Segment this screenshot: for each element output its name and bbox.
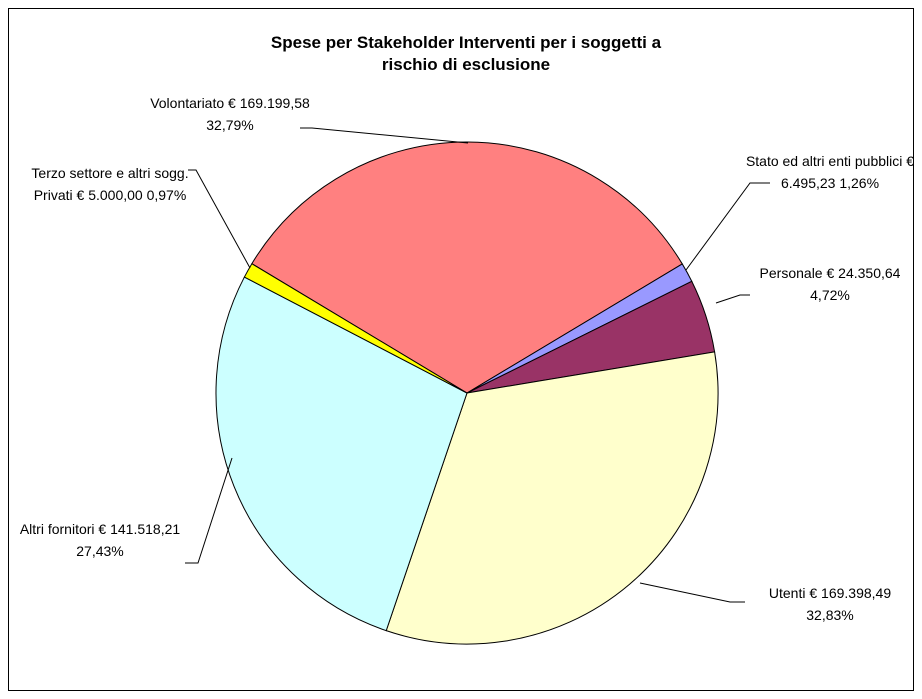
category-name: Terzo settore e altri sogg. Privati [31, 165, 189, 203]
category-name: Volontariato [150, 95, 225, 111]
data-label: Terzo settore e altri sogg. Privati € 5.… [15, 162, 205, 206]
leader-line [188, 169, 251, 269]
pie-slice [251, 141, 683, 394]
value-label: € 24.350,64 4,72% [810, 265, 901, 303]
value-label: € 5.000,00 0,97% [76, 187, 187, 203]
leader-line [300, 127, 469, 144]
category-name: Personale [759, 265, 823, 281]
leader-line [639, 582, 745, 603]
value-label: € 141.518,21 27,43% [76, 521, 181, 559]
category-name: Altri fornitori [19, 521, 95, 537]
chart-title: Spese per Stakeholder Interventi per i s… [270, 33, 662, 74]
leader-line [715, 294, 750, 304]
pie-slice [385, 351, 719, 645]
data-label: Utenti € 169.398,49 32,83% [745, 582, 915, 626]
value-label: € 169.199,58 32,79% [206, 95, 310, 133]
value-label: € 6.495,23 1,26% [780, 153, 915, 191]
value-label: € 169.398,49 32,83% [806, 585, 892, 623]
pie-slice [243, 263, 468, 394]
data-label: Altri fornitori € 141.518,21 27,43% [10, 518, 190, 562]
leader-line [185, 457, 233, 564]
pie-slice [215, 276, 468, 632]
category-name: Stato ed altri enti pubblici [745, 153, 903, 169]
data-label: Volontariato € 169.199,58 32,79% [140, 92, 320, 136]
data-label: Personale € 24.350,64 4,72% [745, 262, 915, 306]
category-name: Utenti [768, 585, 806, 601]
data-label: Stato ed altri enti pubblici € 6.495,23 … [745, 150, 915, 194]
leader-line [685, 182, 770, 271]
